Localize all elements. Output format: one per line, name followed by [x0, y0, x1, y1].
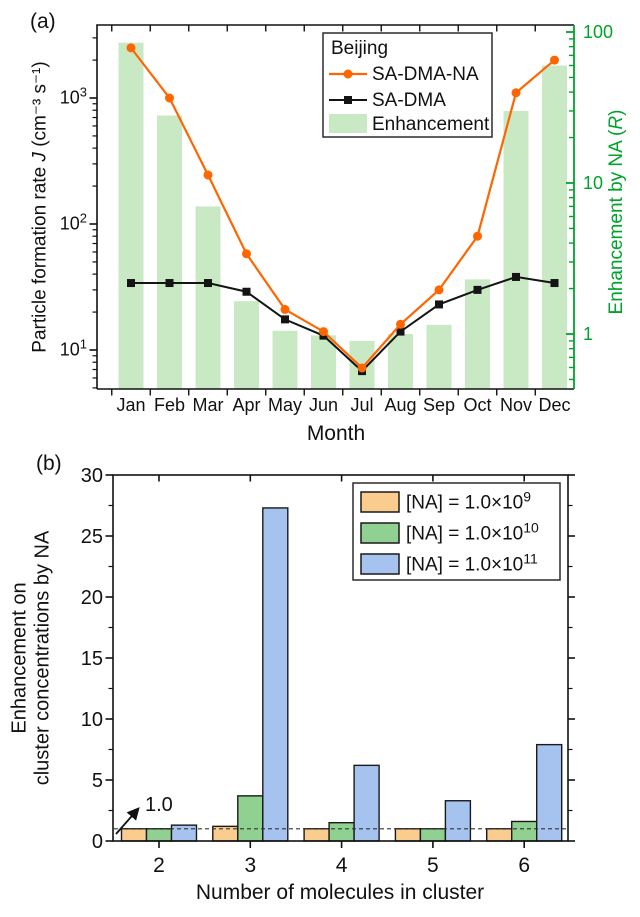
svg-text:Feb: Feb	[154, 395, 185, 415]
panel-a-legend: Beijing SA-DMA-NA SA-DMA Enhancement	[322, 32, 493, 138]
panel-a-label: (a)	[30, 10, 56, 33]
panel-b-label: (b)	[36, 452, 62, 475]
panel-a-y-left-title: Particle formation rate J (cm⁻³ s⁻¹)	[29, 61, 52, 352]
svg-text:102: 102	[60, 211, 87, 234]
annotation-label: 1.0	[145, 794, 173, 816]
svg-text:6: 6	[518, 854, 530, 877]
panel-a: 101 102 103 1 10 100 Jan Feb Mar Apr May Jun Jul Aug S…	[60, 22, 613, 415]
y-right-title-text: Enhancement by NA (	[606, 129, 627, 315]
bar-series-1	[145, 795, 538, 842]
svg-text:101: 101	[60, 337, 87, 360]
svg-text:20: 20	[81, 587, 103, 609]
svg-text:103: 103	[60, 85, 87, 108]
svg-text:May: May	[268, 395, 302, 415]
svg-text:[NA] = 1.0×109: [NA] = 1.0×109	[406, 489, 531, 514]
svg-text:SA-DMA-NA: SA-DMA-NA	[372, 64, 479, 85]
svg-text:5: 5	[427, 854, 439, 877]
svg-text:Enhancement: Enhancement	[372, 114, 490, 135]
svg-text:[NA] = 1.0×1011: [NA] = 1.0×1011	[406, 551, 538, 576]
svg-text:4: 4	[336, 854, 348, 877]
panel-b-y-title-line2: cluster concentrations by NA	[31, 530, 54, 786]
y-right-title-close: )	[606, 109, 627, 116]
panel-b-y-title-line1: Enhancement on	[8, 582, 31, 734]
svg-text:10: 10	[583, 173, 603, 193]
svg-text:SA-DMA: SA-DMA	[372, 90, 446, 111]
svg-text:2: 2	[153, 854, 165, 877]
svg-text:Jul: Jul	[350, 395, 373, 415]
y-right-title-italic: R	[606, 115, 627, 130]
svg-text:0: 0	[92, 831, 103, 853]
month-tick-labels: Jan Feb Mar Apr May Jun Jul Aug Sep Oct Nov Dec	[116, 395, 570, 415]
svg-text:25: 25	[81, 526, 103, 548]
svg-text:30: 30	[81, 465, 103, 487]
svg-text:Nov: Nov	[500, 395, 532, 415]
enhancement-bars	[118, 42, 567, 390]
y-left-title-italic: J	[29, 152, 51, 162]
panel-b-legend: [NA] = 1.0×109 [NA] = 1.0×1010 [NA] = 1.0×…	[352, 482, 561, 581]
svg-text:5: 5	[92, 770, 103, 792]
svg-text:Aug: Aug	[384, 395, 416, 415]
svg-text:Apr: Apr	[232, 395, 260, 415]
svg-text:[NA] = 1.0×1010: [NA] = 1.0×1010	[406, 520, 539, 545]
svg-text:3: 3	[244, 854, 256, 877]
svg-text:Oct: Oct	[463, 395, 491, 415]
svg-text:Dec: Dec	[538, 395, 570, 415]
y-left-title-text: Particle formation rate	[29, 161, 51, 353]
svg-text:Beijing: Beijing	[331, 38, 388, 59]
svg-text:10: 10	[81, 709, 103, 731]
svg-text:Jan: Jan	[116, 395, 145, 415]
svg-text:Mar: Mar	[193, 395, 224, 415]
svg-text:Sep: Sep	[423, 395, 455, 415]
annotation-arrow	[115, 807, 140, 835]
bar-series-2	[170, 507, 563, 842]
svg-text:Jun: Jun	[309, 395, 338, 415]
sa-dma-line	[131, 275, 555, 373]
panel-a-x-title: Month	[306, 422, 366, 445]
y-left-title-units: (cm⁻³ s⁻¹)	[29, 61, 51, 153]
svg-text:100: 100	[583, 22, 613, 42]
panel-a-y-right-title: Enhancement by NA (R)	[606, 110, 628, 315]
panel-b-x-title: Number of molecules in cluster	[195, 881, 485, 904]
svg-text:15: 15	[81, 648, 103, 670]
sa-dma-na-line	[130, 47, 556, 370]
svg-text:1: 1	[583, 324, 593, 344]
